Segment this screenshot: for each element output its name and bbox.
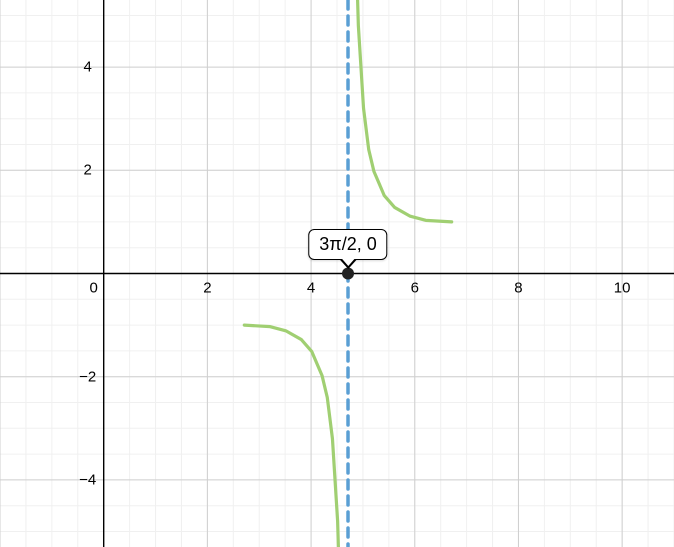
x-tick-label: 8	[514, 279, 522, 296]
x-tick-label: 6	[411, 279, 419, 296]
y-tick-label: −4	[79, 471, 96, 488]
x-tick-label: 2	[203, 279, 211, 296]
point-tooltip: 3π/2, 0	[308, 229, 387, 260]
y-tick-label: −2	[79, 368, 96, 385]
chart-svg	[0, 0, 674, 547]
graph-plot[interactable]: 3π/2, 0 0 2 4 6 8 10 4 2 −2 −4	[0, 0, 674, 547]
y-tick-label: 2	[84, 162, 92, 179]
x-tick-label: 0	[90, 279, 98, 296]
tooltip-text: 3π/2, 0	[319, 234, 376, 254]
x-tick-label: 4	[307, 279, 315, 296]
x-tick-label: 10	[614, 279, 631, 296]
y-tick-label: 4	[84, 59, 92, 76]
